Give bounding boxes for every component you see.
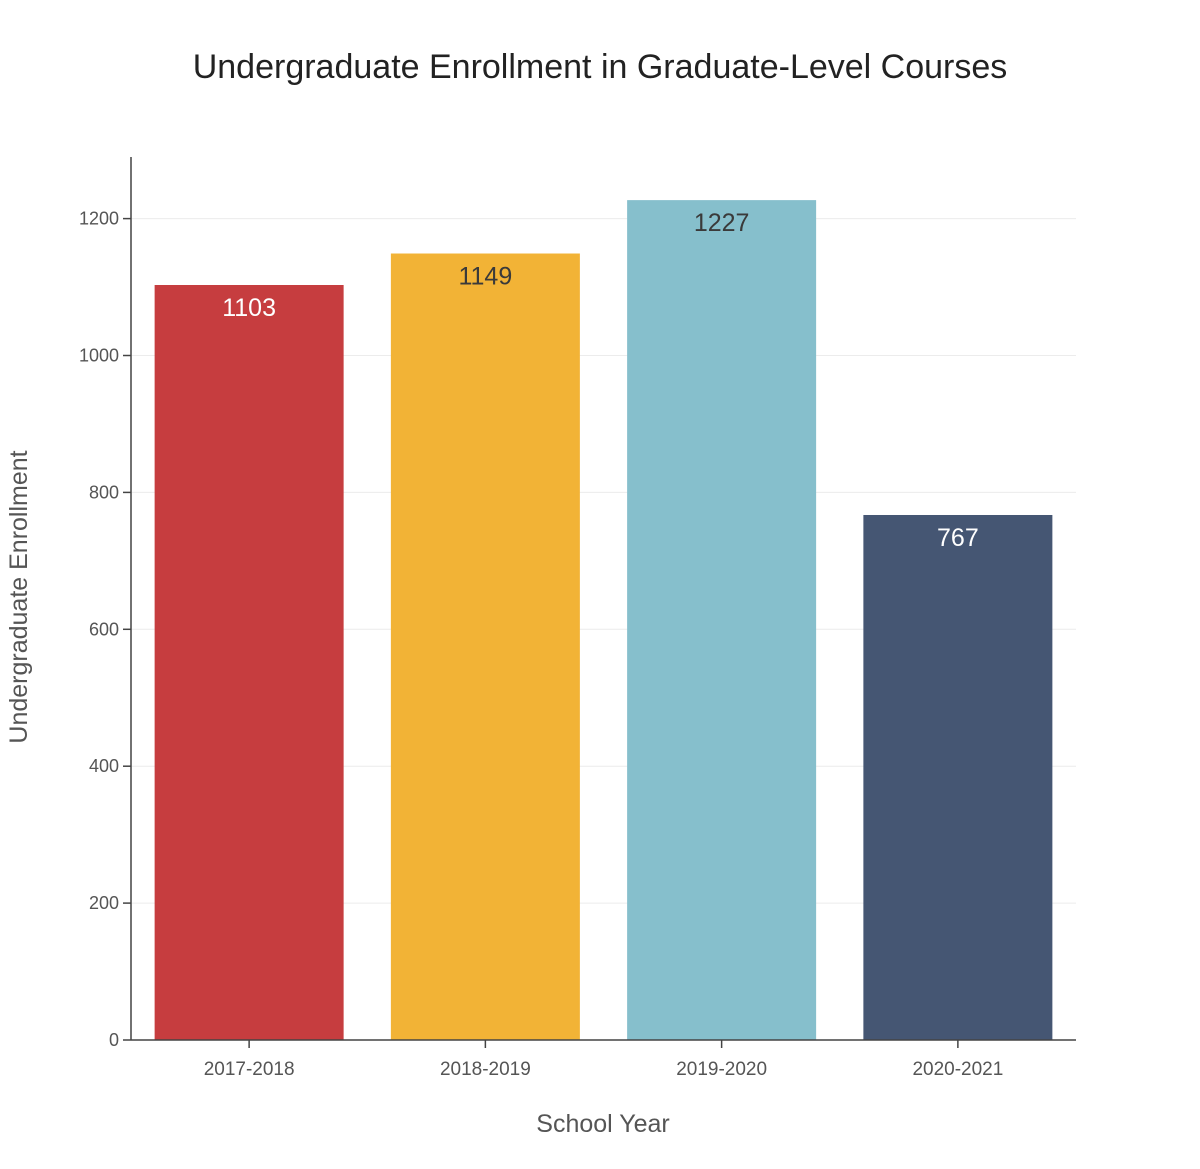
x-tick-label-2019-2020: 2019-2020 <box>676 1059 767 1080</box>
axes <box>130 157 1076 1041</box>
y-tick-label-0: 0 <box>109 1030 119 1050</box>
y-tick-label-1200: 1200 <box>79 209 119 229</box>
data-label-2019-2020: 1227 <box>694 209 750 237</box>
y-tick-label-1000: 1000 <box>79 346 119 366</box>
bar-2020-2021 <box>863 514 1053 1040</box>
data-label-2018-2019: 1149 <box>458 263 512 291</box>
y-tick-label-200: 200 <box>89 893 119 913</box>
y-tick-label-800: 800 <box>89 482 119 502</box>
bar-2018-2019 <box>390 253 580 1041</box>
y-axis-ticks: 0 200 400 600 800 1000 1200 <box>79 209 131 1050</box>
x-tick-label-2017-2018: 2017-2018 <box>204 1059 295 1080</box>
bars <box>154 200 1053 1041</box>
bar-2019-2020 <box>627 200 817 1040</box>
bar-2017-2018 <box>154 285 344 1041</box>
y-tick-label-600: 600 <box>89 619 119 639</box>
x-tick-label-2018-2019: 2018-2019 <box>440 1059 531 1080</box>
data-label-2020-2021: 767 <box>937 524 979 552</box>
x-axis-title: School Year <box>536 1110 669 1138</box>
y-axis-title: Undergraduate Enrollment <box>5 450 33 743</box>
y-tick-label-400: 400 <box>89 756 119 776</box>
data-labels: 1103 1149 1227 767 <box>222 209 978 552</box>
x-axis-ticks: 2017-2018 2018-2019 2019-2020 2020-2021 <box>204 1040 1003 1080</box>
x-tick-label-2020-2021: 2020-2021 <box>912 1059 1003 1080</box>
chart-title: Undergraduate Enrollment in Graduate-Lev… <box>193 48 1008 86</box>
data-label-2017-2018: 1103 <box>222 294 276 322</box>
